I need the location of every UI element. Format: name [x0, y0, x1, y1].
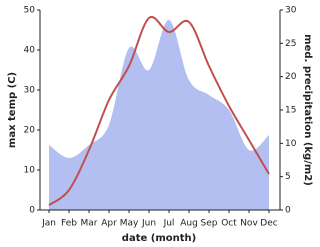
x-tick-label: Jun [141, 219, 156, 229]
x-tick-label: Feb [61, 219, 77, 229]
y2-tick-label: 20 [285, 72, 297, 82]
y2-tick-label: 30 [285, 6, 297, 16]
y2-tick-label: 5 [285, 172, 291, 182]
x-axis-label: date (month) [122, 233, 196, 244]
x-tick-label: Nov [240, 219, 258, 229]
x-tick-label: Jul [163, 219, 175, 229]
y-tick-label: 0 [29, 206, 35, 216]
y2-tick-label: 0 [285, 206, 291, 216]
y-tick-label: 40 [24, 46, 36, 56]
y-tick-label: 30 [24, 86, 36, 96]
x-tick-label: May [120, 219, 139, 229]
x-tick-label: Dec [260, 219, 277, 229]
temp-line [48, 15, 270, 207]
x-tick-label: Mar [81, 219, 98, 229]
y-tick-label: 50 [24, 6, 36, 16]
x-tick-label: Apr [101, 219, 117, 229]
y2-axis-label: med. precipitation (kg/m2) [302, 34, 313, 186]
x-tick-label: Jan [41, 219, 56, 229]
y-tick-label: 20 [24, 126, 36, 136]
y2-tick-label: 15 [285, 106, 296, 116]
x-tick-label: Sep [201, 219, 218, 229]
x-tick-label: Oct [221, 219, 237, 229]
precipitation-area [49, 19, 269, 210]
y-axis-label: max temp (C) [7, 72, 18, 148]
y-tick-label: 10 [24, 166, 36, 176]
y2-tick-label: 10 [285, 139, 297, 149]
x-tick-label: Aug [180, 219, 198, 229]
y2-tick-label: 25 [285, 39, 296, 49]
